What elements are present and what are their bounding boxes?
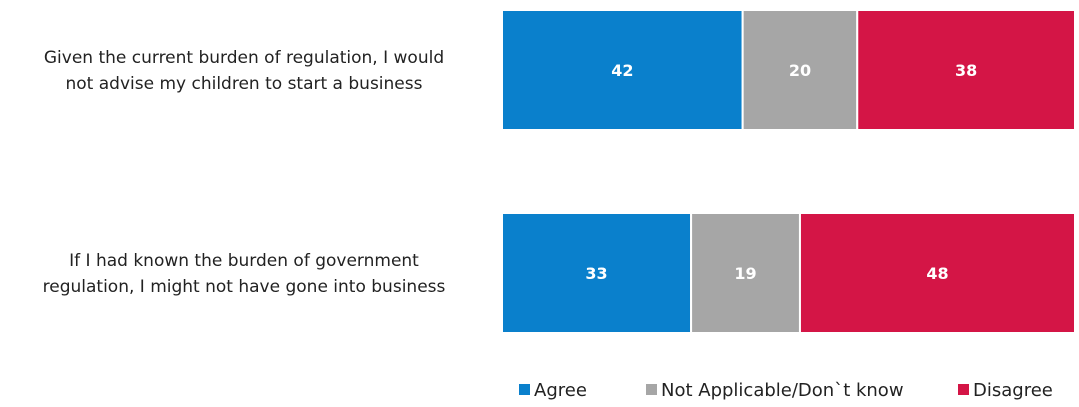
category-label-line: regulation, I might not have gone into b…: [43, 277, 446, 297]
bar-segment: [501, 9, 744, 131]
bar-segment: [798, 212, 1077, 334]
data-label: 42: [611, 61, 633, 80]
data-label: 19: [734, 264, 756, 283]
category-label: If I had known the burden of government r…: [43, 251, 446, 297]
legend-label: Disagree: [973, 380, 1053, 401]
legend-swatch: [646, 384, 657, 395]
category-label-line: not advise my children to start a busine…: [66, 74, 423, 94]
data-label: 38: [955, 61, 977, 80]
data-labels: 42 20 38 33 19 48: [585, 61, 977, 283]
category-label-line: If I had known the burden of government: [69, 251, 419, 271]
category-label: Given the current burden of regulation, …: [44, 48, 444, 94]
legend-swatch: [519, 384, 530, 395]
category-labels: Given the current burden of regulation, …: [43, 48, 446, 297]
legend: Agree Not Applicable/Don`t know Disagree: [519, 380, 1053, 401]
data-label: 20: [789, 61, 811, 80]
legend-label: Agree: [534, 380, 587, 401]
data-label: 33: [585, 264, 607, 283]
bar-segment: [741, 9, 859, 131]
bar-segment: [501, 212, 693, 334]
data-label: 48: [926, 264, 948, 283]
bar-segment: [856, 9, 1077, 131]
category-label-line: Given the current burden of regulation, …: [44, 48, 444, 68]
bars: [501, 9, 1077, 334]
legend-label: Not Applicable/Don`t know: [661, 380, 904, 401]
bar-segment: [690, 212, 801, 334]
legend-swatch: [958, 384, 969, 395]
